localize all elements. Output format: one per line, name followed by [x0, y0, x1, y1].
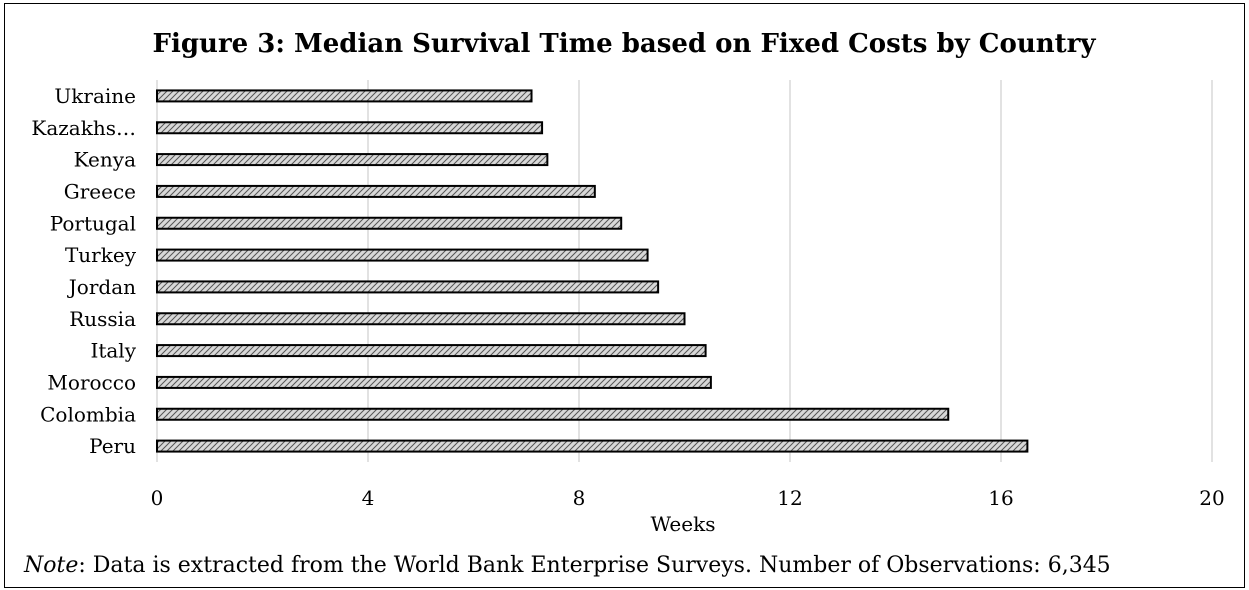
x-tick-label: 4	[362, 486, 375, 510]
bar	[156, 153, 549, 167]
bar	[156, 312, 686, 326]
x-tick-label: 20	[1199, 486, 1224, 510]
bar	[156, 216, 623, 230]
category-label: Kenya	[74, 148, 136, 172]
chart-title: Figure 3: Median Survival Time based on …	[153, 29, 1097, 59]
gridlines	[156, 80, 1213, 462]
bar	[156, 280, 660, 294]
note-text: : Data is extracted from the World Bank …	[78, 553, 1111, 578]
bar	[156, 375, 712, 389]
note-prefix: Note	[24, 553, 79, 578]
x-tick-label: 16	[988, 486, 1013, 510]
category-label: Turkey	[65, 243, 137, 267]
category-label: Ukraine	[54, 84, 136, 108]
bar	[156, 407, 950, 421]
x-axis-label: Weeks	[651, 512, 716, 536]
bar	[156, 121, 544, 135]
category-label: Jordan	[67, 275, 136, 299]
bar	[156, 89, 533, 103]
x-tick-label: 0	[151, 486, 164, 510]
category-label: Kazakhs…	[31, 116, 136, 140]
category-label: Portugal	[50, 211, 136, 235]
x-tick-label: 8	[573, 486, 586, 510]
bar	[156, 184, 596, 198]
bar	[156, 248, 649, 262]
bar	[156, 344, 707, 358]
chart-note: Note: Data is extracted from the World B…	[24, 553, 1111, 578]
category-label: Peru	[89, 434, 136, 458]
bar	[156, 439, 1029, 453]
category-label: Colombia	[40, 402, 136, 426]
category-label: Greece	[64, 179, 136, 203]
bars	[156, 89, 1029, 453]
x-tick-label: 12	[777, 486, 802, 510]
x-tick-labels: 0 4 8 12 16 20	[151, 486, 1225, 510]
category-labels: Ukraine Kazakhs… Kenya Greece Portugal Turkey…	[31, 84, 136, 458]
category-label: Russia	[69, 307, 136, 331]
category-label: Morocco	[47, 370, 136, 394]
category-label: Italy	[90, 339, 136, 363]
